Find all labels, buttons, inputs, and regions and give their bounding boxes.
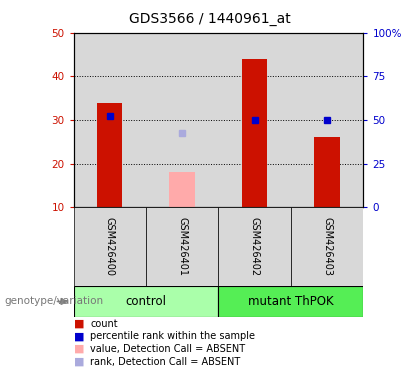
Text: GSM426401: GSM426401 bbox=[177, 217, 187, 276]
Text: ■: ■ bbox=[74, 319, 84, 329]
Text: ■: ■ bbox=[74, 331, 84, 341]
Text: value, Detection Call = ABSENT: value, Detection Call = ABSENT bbox=[90, 344, 245, 354]
Bar bbox=[218, 33, 291, 207]
Text: control: control bbox=[126, 295, 166, 308]
Bar bbox=[170, 172, 195, 207]
Bar bbox=[218, 207, 291, 286]
Bar bbox=[74, 286, 218, 317]
Bar bbox=[74, 207, 146, 286]
Text: mutant ThPOK: mutant ThPOK bbox=[248, 295, 333, 308]
Text: GSM426402: GSM426402 bbox=[249, 217, 260, 276]
Text: count: count bbox=[90, 319, 118, 329]
Bar bbox=[97, 103, 122, 207]
Text: rank, Detection Call = ABSENT: rank, Detection Call = ABSENT bbox=[90, 357, 241, 367]
Text: genotype/variation: genotype/variation bbox=[4, 296, 103, 306]
Bar bbox=[218, 286, 363, 317]
Text: GSM426403: GSM426403 bbox=[322, 217, 332, 276]
Bar bbox=[242, 59, 267, 207]
Bar bbox=[291, 207, 363, 286]
Bar bbox=[291, 33, 363, 207]
Bar bbox=[74, 33, 146, 207]
Bar bbox=[146, 33, 218, 207]
Text: ■: ■ bbox=[74, 357, 84, 367]
Text: ■: ■ bbox=[74, 344, 84, 354]
Bar bbox=[146, 207, 218, 286]
Text: GDS3566 / 1440961_at: GDS3566 / 1440961_at bbox=[129, 12, 291, 25]
Text: percentile rank within the sample: percentile rank within the sample bbox=[90, 331, 255, 341]
Text: GSM426400: GSM426400 bbox=[105, 217, 115, 276]
Bar bbox=[315, 137, 340, 207]
